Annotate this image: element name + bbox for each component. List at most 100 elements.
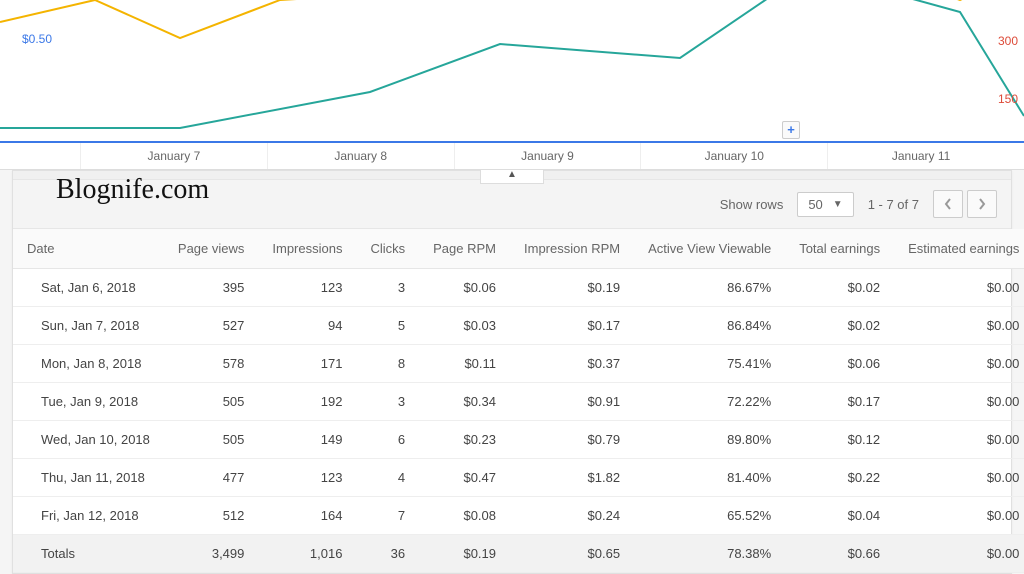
table-cell: 505 [164,383,258,421]
chevron-right-icon [978,198,986,210]
table-cell: Wed, Jan 10, 2018 [13,421,164,459]
table-cell: $0.00 [894,269,1024,307]
x-axis-tick: January 7 [80,143,267,169]
table-cell: $0.00 [894,497,1024,535]
table-body: Sat, Jan 6, 20183951233$0.06$0.1986.67%$… [13,269,1024,573]
table-cell: 72.22% [634,383,785,421]
table-cell: $0.24 [510,497,634,535]
add-series-button[interactable]: + [782,121,800,139]
table-cell: Mon, Jan 8, 2018 [13,345,164,383]
column-header[interactable]: Total earnings [785,229,894,269]
table-cell: 3,499 [164,535,258,573]
column-header[interactable]: Impression RPM [510,229,634,269]
table-cell: 3 [356,383,419,421]
table-cell: 149 [258,421,356,459]
x-axis-tick: January 10 [640,143,827,169]
table-cell: $0.37 [510,345,634,383]
totals-row: Totals3,4991,01636$0.19$0.6578.38%$0.66$… [13,535,1024,573]
table-cell: 527 [164,307,258,345]
table-cell: 123 [258,459,356,497]
table-header-row: DatePage viewsImpressionsClicksPage RPMI… [13,229,1024,269]
x-axis: January 7January 8January 9January 10Jan… [0,141,1024,169]
line-teal [0,0,1024,128]
y-axis-right-label-1: 300 [998,34,1018,48]
table-cell: 512 [164,497,258,535]
y-axis-left-label: $0.50 [22,32,52,46]
table-cell: $0.66 [785,535,894,573]
column-header[interactable]: Clicks [356,229,419,269]
table-cell: 505 [164,421,258,459]
table-cell: 477 [164,459,258,497]
table-cell: $0.17 [785,383,894,421]
table-row: Thu, Jan 11, 20184771234$0.47$1.8281.40%… [13,459,1024,497]
table-cell: $0.00 [894,383,1024,421]
table-cell: 192 [258,383,356,421]
table-cell: $0.91 [510,383,634,421]
table-cell: $0.00 [894,459,1024,497]
table-cell: 94 [258,307,356,345]
table-cell: 578 [164,345,258,383]
table-row: Mon, Jan 8, 20185781718$0.11$0.3775.41%$… [13,345,1024,383]
chart-area: $0.50 300 150 + January 7January 8Januar… [0,0,1024,170]
column-header[interactable]: Date [13,229,164,269]
table-cell: Sat, Jan 6, 2018 [13,269,164,307]
table-cell: 7 [356,497,419,535]
table-cell: 5 [356,307,419,345]
table-cell: 86.84% [634,307,785,345]
table-cell: $0.12 [785,421,894,459]
collapse-toggle[interactable]: ▲ [480,170,544,184]
table-row: Tue, Jan 9, 20185051923$0.34$0.9172.22%$… [13,383,1024,421]
table-cell: $0.03 [419,307,510,345]
table-cell: 78.38% [634,535,785,573]
chevron-left-icon [944,198,952,210]
table-cell: $0.19 [510,269,634,307]
table-cell: 4 [356,459,419,497]
table-cell: 86.67% [634,269,785,307]
table-cell: Fri, Jan 12, 2018 [13,497,164,535]
table-cell: $0.00 [894,421,1024,459]
table-cell: $0.65 [510,535,634,573]
table-cell: 3 [356,269,419,307]
table-cell: $0.34 [419,383,510,421]
next-page-button[interactable] [967,190,997,218]
report-table: DatePage viewsImpressionsClicksPage RPMI… [13,229,1024,573]
table-cell: $0.79 [510,421,634,459]
table-row: Wed, Jan 10, 20185051496$0.23$0.7989.80%… [13,421,1024,459]
show-rows-label: Show rows [720,197,784,212]
table-row: Sun, Jan 7, 2018527945$0.03$0.1786.84%$0… [13,307,1024,345]
table-cell: 65.52% [634,497,785,535]
table-cell: $0.02 [785,307,894,345]
table-row: Sat, Jan 6, 20183951233$0.06$0.1986.67%$… [13,269,1024,307]
column-header[interactable]: Impressions [258,229,356,269]
table-cell: 36 [356,535,419,573]
pager-range-text: 1 - 7 of 7 [868,197,919,212]
table-cell: 123 [258,269,356,307]
prev-page-button[interactable] [933,190,963,218]
table-cell: $0.22 [785,459,894,497]
watermark-text: Blognife.com [56,174,209,206]
column-header[interactable]: Page views [164,229,258,269]
caret-down-icon: ▼ [833,199,843,210]
rows-per-page-value: 50 [808,197,822,212]
table-cell: 89.80% [634,421,785,459]
table-cell: $0.17 [510,307,634,345]
table-cell: Thu, Jan 11, 2018 [13,459,164,497]
table-cell: $0.19 [419,535,510,573]
table-cell: 75.41% [634,345,785,383]
table-cell: $0.08 [419,497,510,535]
chart-svg [0,0,1024,142]
table-cell: 81.40% [634,459,785,497]
table-cell: Totals [13,535,164,573]
table-cell: $0.11 [419,345,510,383]
x-axis-tick: January 9 [454,143,641,169]
rows-per-page-select[interactable]: 50 ▼ [797,192,853,217]
column-header[interactable]: Page RPM [419,229,510,269]
pager-buttons [933,190,997,218]
table-cell: $0.00 [894,535,1024,573]
column-header[interactable]: Estimated earnings [894,229,1024,269]
table-cell: 395 [164,269,258,307]
table-cell: Sun, Jan 7, 2018 [13,307,164,345]
report-panel: ▲ Show rows 50 ▼ 1 - 7 of 7 DatePage vie… [12,170,1012,574]
column-header[interactable]: Active View Viewable [634,229,785,269]
table-cell: $0.02 [785,269,894,307]
